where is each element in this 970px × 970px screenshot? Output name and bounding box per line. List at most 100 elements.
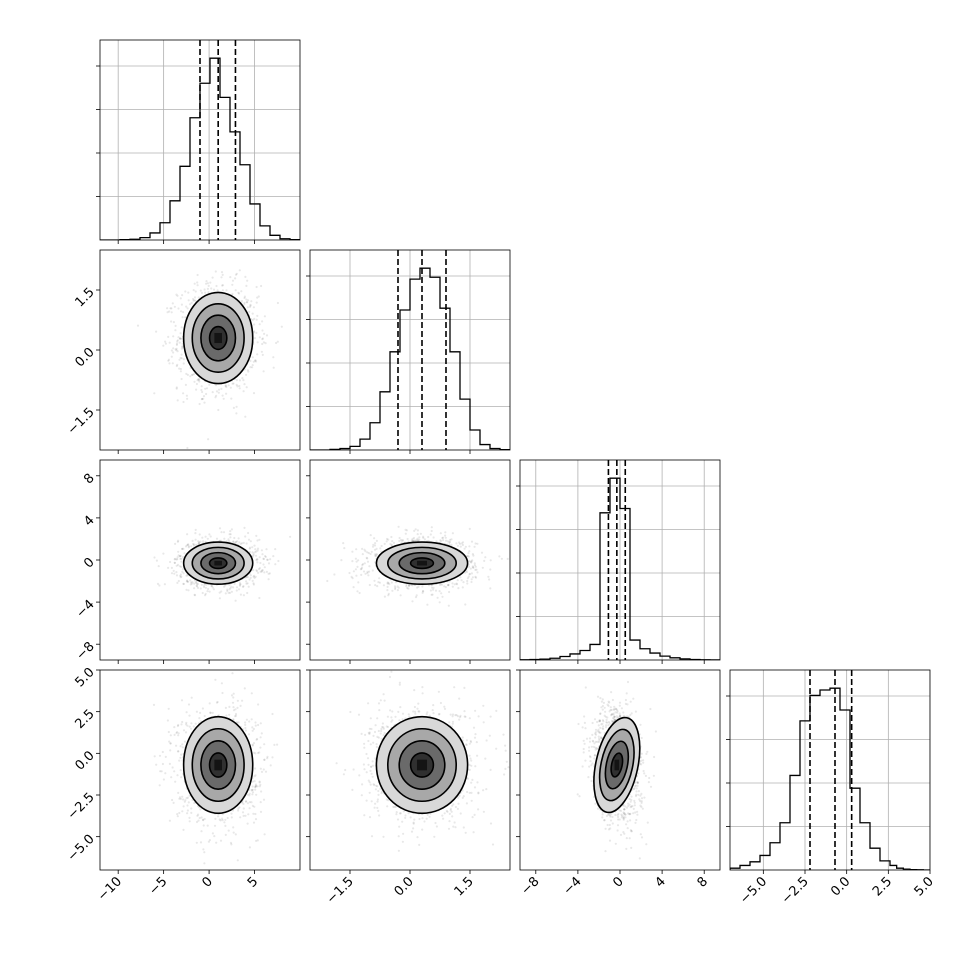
scatter-point: [180, 353, 183, 356]
scatter-point: [185, 580, 188, 583]
scatter-point: [178, 341, 181, 344]
scatter-point: [224, 592, 227, 595]
scatter-point: [417, 585, 420, 588]
scatter-point: [462, 581, 465, 584]
scatter-point: [382, 584, 385, 587]
scatter-point: [234, 541, 237, 544]
scatter-point: [220, 590, 223, 593]
scatter-point: [236, 540, 239, 543]
scatter-point: [218, 591, 221, 594]
scatter-point: [375, 547, 378, 551]
scatter-point: [179, 573, 182, 576]
scatter-point: [252, 583, 255, 586]
scatter-point: [417, 539, 420, 542]
contour-line: [182, 291, 254, 385]
scatter-point: [440, 592, 443, 595]
scatter-point: [172, 801, 175, 805]
scatter-point: [274, 548, 277, 551]
scatter-point: [155, 330, 158, 333]
panel-2-2: [516, 459, 721, 664]
scatter-point: [164, 772, 167, 775]
scatter-point: [365, 556, 368, 560]
scatter-point: [257, 295, 260, 298]
scatter-point: [232, 718, 235, 721]
scatter-point: [215, 390, 219, 393]
scatter-point: [261, 342, 264, 346]
scatter-point: [243, 526, 246, 530]
scatter-point: [373, 548, 377, 551]
scatter-point: [489, 568, 492, 571]
scatter-point: [404, 532, 407, 535]
scatter-point: [179, 554, 182, 558]
scatter-point: [186, 796, 189, 799]
scatter-point: [254, 360, 258, 363]
scatter-point: [363, 548, 366, 551]
scatter-point: [192, 299, 195, 302]
scatter-point: [230, 812, 233, 815]
scatter-point: [204, 535, 207, 538]
scatter-point: [252, 555, 255, 558]
scatter-point: [245, 582, 248, 585]
scatter-point: [450, 538, 453, 541]
scatter-point: [239, 704, 242, 708]
scatter-point: [411, 600, 414, 603]
scatter-point: [256, 341, 259, 344]
panel-content: [326, 525, 509, 607]
scatter-point: [438, 601, 441, 604]
scatter-point: [416, 533, 419, 536]
scatter-point: [196, 583, 199, 586]
scatter-point: [476, 542, 479, 545]
density-core: [214, 332, 222, 344]
scatter-point: [260, 570, 263, 573]
scatter-point: [202, 540, 205, 543]
scatter-point: [221, 691, 224, 695]
scatter-point: [441, 536, 444, 540]
scatter-point: [259, 736, 262, 739]
scatter-point: [186, 544, 189, 547]
scatter-point: [200, 398, 203, 401]
panel-content: [730, 670, 930, 870]
scatter-point: [204, 594, 207, 597]
panel-content: [153, 526, 292, 602]
scatter-point: [471, 576, 474, 579]
scatter-point: [182, 582, 185, 586]
scatter-point: [468, 527, 471, 531]
scatter-point: [262, 563, 265, 566]
scatter-point: [250, 692, 253, 695]
scatter-point: [213, 824, 217, 827]
scatter-point: [252, 569, 255, 572]
scatter-point: [374, 554, 377, 557]
scatter-point: [162, 344, 165, 347]
scatter-point: [430, 584, 433, 587]
scatter-point: [221, 394, 224, 397]
scatter-point: [190, 301, 193, 304]
scatter-point: [186, 307, 189, 310]
scatter-point: [256, 547, 260, 550]
scatter-point: [254, 548, 257, 551]
scatter-point: [261, 320, 264, 323]
scatter-point: [255, 550, 258, 553]
scatter-point: [415, 594, 418, 597]
scatter-point: [260, 284, 263, 288]
scatter-point: [229, 533, 232, 536]
scatter-point: [206, 537, 209, 540]
scatter-point: [211, 391, 214, 394]
scatter-point: [466, 577, 469, 580]
scatter-point: [453, 583, 456, 586]
scatter-point: [190, 581, 193, 584]
scatter-point: [355, 574, 358, 577]
scatter-point: [190, 811, 193, 815]
scatter-point: [265, 334, 269, 337]
scatter-point: [172, 569, 175, 573]
scatter-point: [348, 571, 351, 575]
scatter-point: [180, 557, 183, 560]
scatter-point: [207, 438, 210, 441]
scatter-point: [464, 603, 467, 606]
scatter-point: [186, 397, 189, 400]
scatter-point: [258, 336, 261, 339]
scatter-point: [234, 708, 237, 711]
scatter-point: [201, 397, 204, 401]
scatter-point: [471, 565, 474, 568]
scatter-point: [473, 562, 476, 565]
scatter-point: [410, 539, 413, 542]
